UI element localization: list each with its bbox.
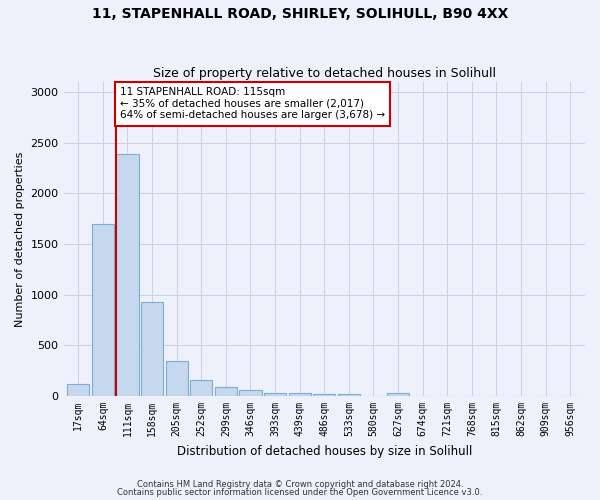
Y-axis label: Number of detached properties: Number of detached properties [15,152,25,326]
Text: 11 STAPENHALL ROAD: 115sqm
← 35% of detached houses are smaller (2,017)
64% of s: 11 STAPENHALL ROAD: 115sqm ← 35% of deta… [120,87,385,120]
Bar [141,302,163,396]
Bar [289,393,311,396]
Bar [67,384,89,396]
Bar [92,224,114,396]
X-axis label: Distribution of detached houses by size in Solihull: Distribution of detached houses by size … [176,444,472,458]
Bar [166,360,188,396]
Text: Contains public sector information licensed under the Open Government Licence v3: Contains public sector information licen… [118,488,482,497]
Title: Size of property relative to detached houses in Solihull: Size of property relative to detached ho… [153,66,496,80]
Bar [313,394,335,396]
Bar [190,380,212,396]
Bar [387,393,409,396]
Bar [215,388,237,396]
Text: Contains HM Land Registry data © Crown copyright and database right 2024.: Contains HM Land Registry data © Crown c… [137,480,463,489]
Bar [264,392,286,396]
Text: 11, STAPENHALL ROAD, SHIRLEY, SOLIHULL, B90 4XX: 11, STAPENHALL ROAD, SHIRLEY, SOLIHULL, … [92,8,508,22]
Bar [116,154,139,396]
Bar [239,390,262,396]
Bar [338,394,360,396]
